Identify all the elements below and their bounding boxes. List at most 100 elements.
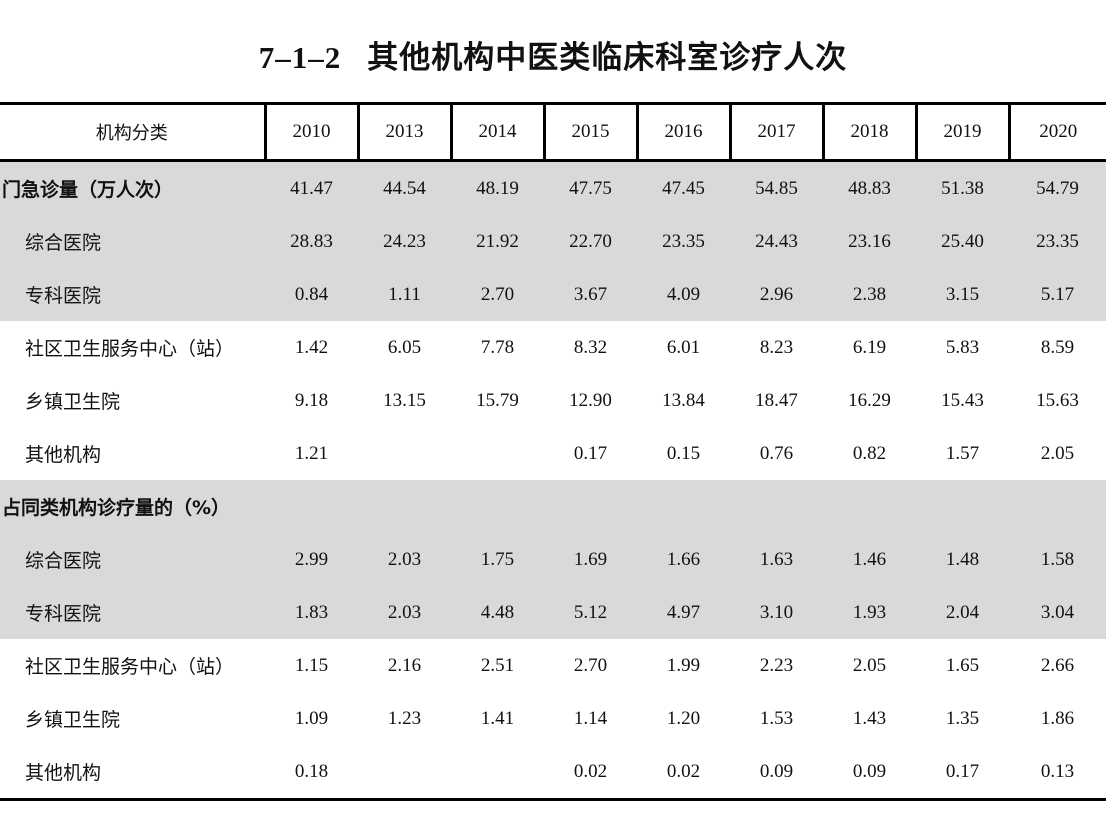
table-cell: [916, 480, 1009, 533]
table-cell: 2.99: [265, 533, 358, 586]
column-header-year: 2019: [914, 102, 1011, 162]
table-cell: 0.17: [916, 745, 1009, 801]
row-label: 综合医院: [0, 215, 265, 268]
table-cell: 0.13: [1009, 745, 1106, 801]
table-cell: [265, 480, 358, 533]
table-cell: 1.42: [294, 336, 329, 358]
data-table: 机构分类 2010 2013 2014 2015 2016 2017 2018 …: [0, 102, 1106, 801]
table-cell: 4.48: [451, 586, 544, 639]
table-cell: 1.53: [759, 707, 794, 729]
table-cell: 2.23: [759, 654, 794, 676]
table-cell: 4.97: [637, 586, 730, 639]
table-cell: [1009, 480, 1106, 533]
header-row: 机构分类 2010 2013 2014 2015 2016 2017 2018 …: [0, 102, 1106, 162]
table-cell: [451, 480, 544, 533]
table-cell: 3.67: [544, 268, 637, 321]
table-cell: 23.16: [823, 215, 916, 268]
table-cell: 0.18: [265, 745, 358, 801]
table-cell: 1.43: [852, 707, 887, 729]
table-cell: 0.09: [823, 745, 916, 801]
table-cell: 5.17: [1009, 268, 1106, 321]
table-cell: 6.05: [387, 336, 422, 358]
table-cell: 41.47: [265, 160, 358, 215]
table-cell: 47.45: [637, 160, 730, 215]
column-header-category: 机构分类: [0, 102, 267, 162]
table-cell: 0.17: [573, 442, 608, 464]
table-cell: 47.75: [544, 160, 637, 215]
table-title: 7–1–2 其他机构中医类临床科室诊疗人次: [0, 32, 1106, 77]
table-cell: 54.85: [730, 160, 823, 215]
table-cell: 3.15: [916, 268, 1009, 321]
table-cell: [544, 480, 637, 533]
table-cell: 2.05: [852, 654, 887, 676]
table-cell: 23.35: [1009, 215, 1106, 268]
table-row: 乡镇卫生院 1.09 1.23 1.41 1.14 1.20 1.53 1.43 1.35 1.8…: [0, 692, 1106, 745]
table-cell: 1.23: [387, 707, 422, 729]
table-cell: 4.09: [637, 268, 730, 321]
row-label: 专科医院: [0, 268, 265, 321]
table-cell: 2.96: [730, 268, 823, 321]
table-cell: [730, 480, 823, 533]
table-cell: 0.02: [637, 745, 730, 801]
table-cell: 7.78: [480, 336, 515, 358]
table-cell: 1.86: [1040, 707, 1075, 729]
table-cell: 48.83: [823, 160, 916, 215]
table-cell: 1.11: [358, 268, 451, 321]
table-cell: [451, 745, 544, 801]
table-cell: 1.99: [666, 654, 701, 676]
table-number: 7–1–2: [258, 40, 342, 75]
table-cell: 5.83: [945, 336, 980, 358]
table-cell: 2.05: [1040, 442, 1075, 464]
row-label: 乡镇卫生院: [25, 391, 121, 413]
row-label: 乡镇卫生院: [25, 709, 121, 731]
table-row: 社区卫生服务中心（站） 1.15 2.16 2.51 2.70 1.99 2.23 2.05 1…: [0, 639, 1106, 692]
row-label: 其他机构: [0, 745, 265, 801]
table-cell: 24.23: [358, 215, 451, 268]
table-cell: 2.04: [916, 586, 1009, 639]
table-cell: 1.20: [666, 707, 701, 729]
table-cell: 2.38: [823, 268, 916, 321]
table-cell: 28.83: [265, 215, 358, 268]
table-cell: [358, 745, 451, 801]
table-cell: 8.59: [1040, 336, 1075, 358]
table-row: 综合医院 2.99 2.03 1.75 1.69 1.66 1.63 1.46 1.48 1.58: [0, 533, 1106, 586]
table-cell: 15.43: [941, 389, 984, 411]
table-cell: 2.03: [358, 533, 451, 586]
table-cell: 0.76: [759, 442, 794, 464]
table-cell: 23.35: [637, 215, 730, 268]
table-cell: 1.58: [1009, 533, 1106, 586]
table-cell: [358, 480, 451, 533]
table-cell: 1.66: [637, 533, 730, 586]
table-cell: 1.57: [945, 442, 980, 464]
column-header-year: 2014: [449, 102, 546, 162]
table-cell: [823, 480, 916, 533]
column-header-year: 2015: [542, 102, 639, 162]
group-label: 占同类机构诊疗量的（%）: [0, 480, 265, 533]
table-row: 门急诊量（万人次） 41.47 44.54 48.19 47.75 47.45 54.85 4…: [0, 160, 1106, 215]
table-row: 乡镇卫生院 9.18 13.15 15.79 12.90 13.84 18.47 16.29 1…: [0, 374, 1106, 427]
group-label: 门急诊量（万人次）: [0, 160, 265, 215]
table-cell: 0.15: [666, 442, 701, 464]
table-cell: 0.84: [265, 268, 358, 321]
table-cell: 51.38: [916, 160, 1009, 215]
table-cell: 1.93: [823, 586, 916, 639]
table-cell: 22.70: [544, 215, 637, 268]
table-cell: 1.75: [451, 533, 544, 586]
table-cell: 1.83: [265, 586, 358, 639]
table-row: 专科医院 1.83 2.03 4.48 5.12 4.97 3.10 1.93 2.04 3.04: [0, 586, 1106, 639]
table-cell: [637, 480, 730, 533]
table-cell: 9.18: [294, 389, 329, 411]
table-cell: 1.14: [573, 707, 608, 729]
table-cell: 15.63: [1036, 389, 1079, 411]
column-header-year: 2013: [356, 102, 453, 162]
table-cell: 18.47: [755, 389, 798, 411]
table-cell: 8.32: [573, 336, 608, 358]
table-cell: 8.23: [759, 336, 794, 358]
table-cell: 6.01: [666, 336, 701, 358]
table-cell: 3.04: [1009, 586, 1106, 639]
table-row: 其他机构 1.21 0.17 0.15 0.76 0.82 1.57 2.05: [0, 427, 1106, 480]
table-cell: 21.92: [451, 215, 544, 268]
table-row: 其他机构 0.18 0.02 0.02 0.09 0.09 0.17 0.13: [0, 745, 1106, 801]
table-cell: 1.63: [730, 533, 823, 586]
column-header-year: 2010: [263, 102, 360, 162]
